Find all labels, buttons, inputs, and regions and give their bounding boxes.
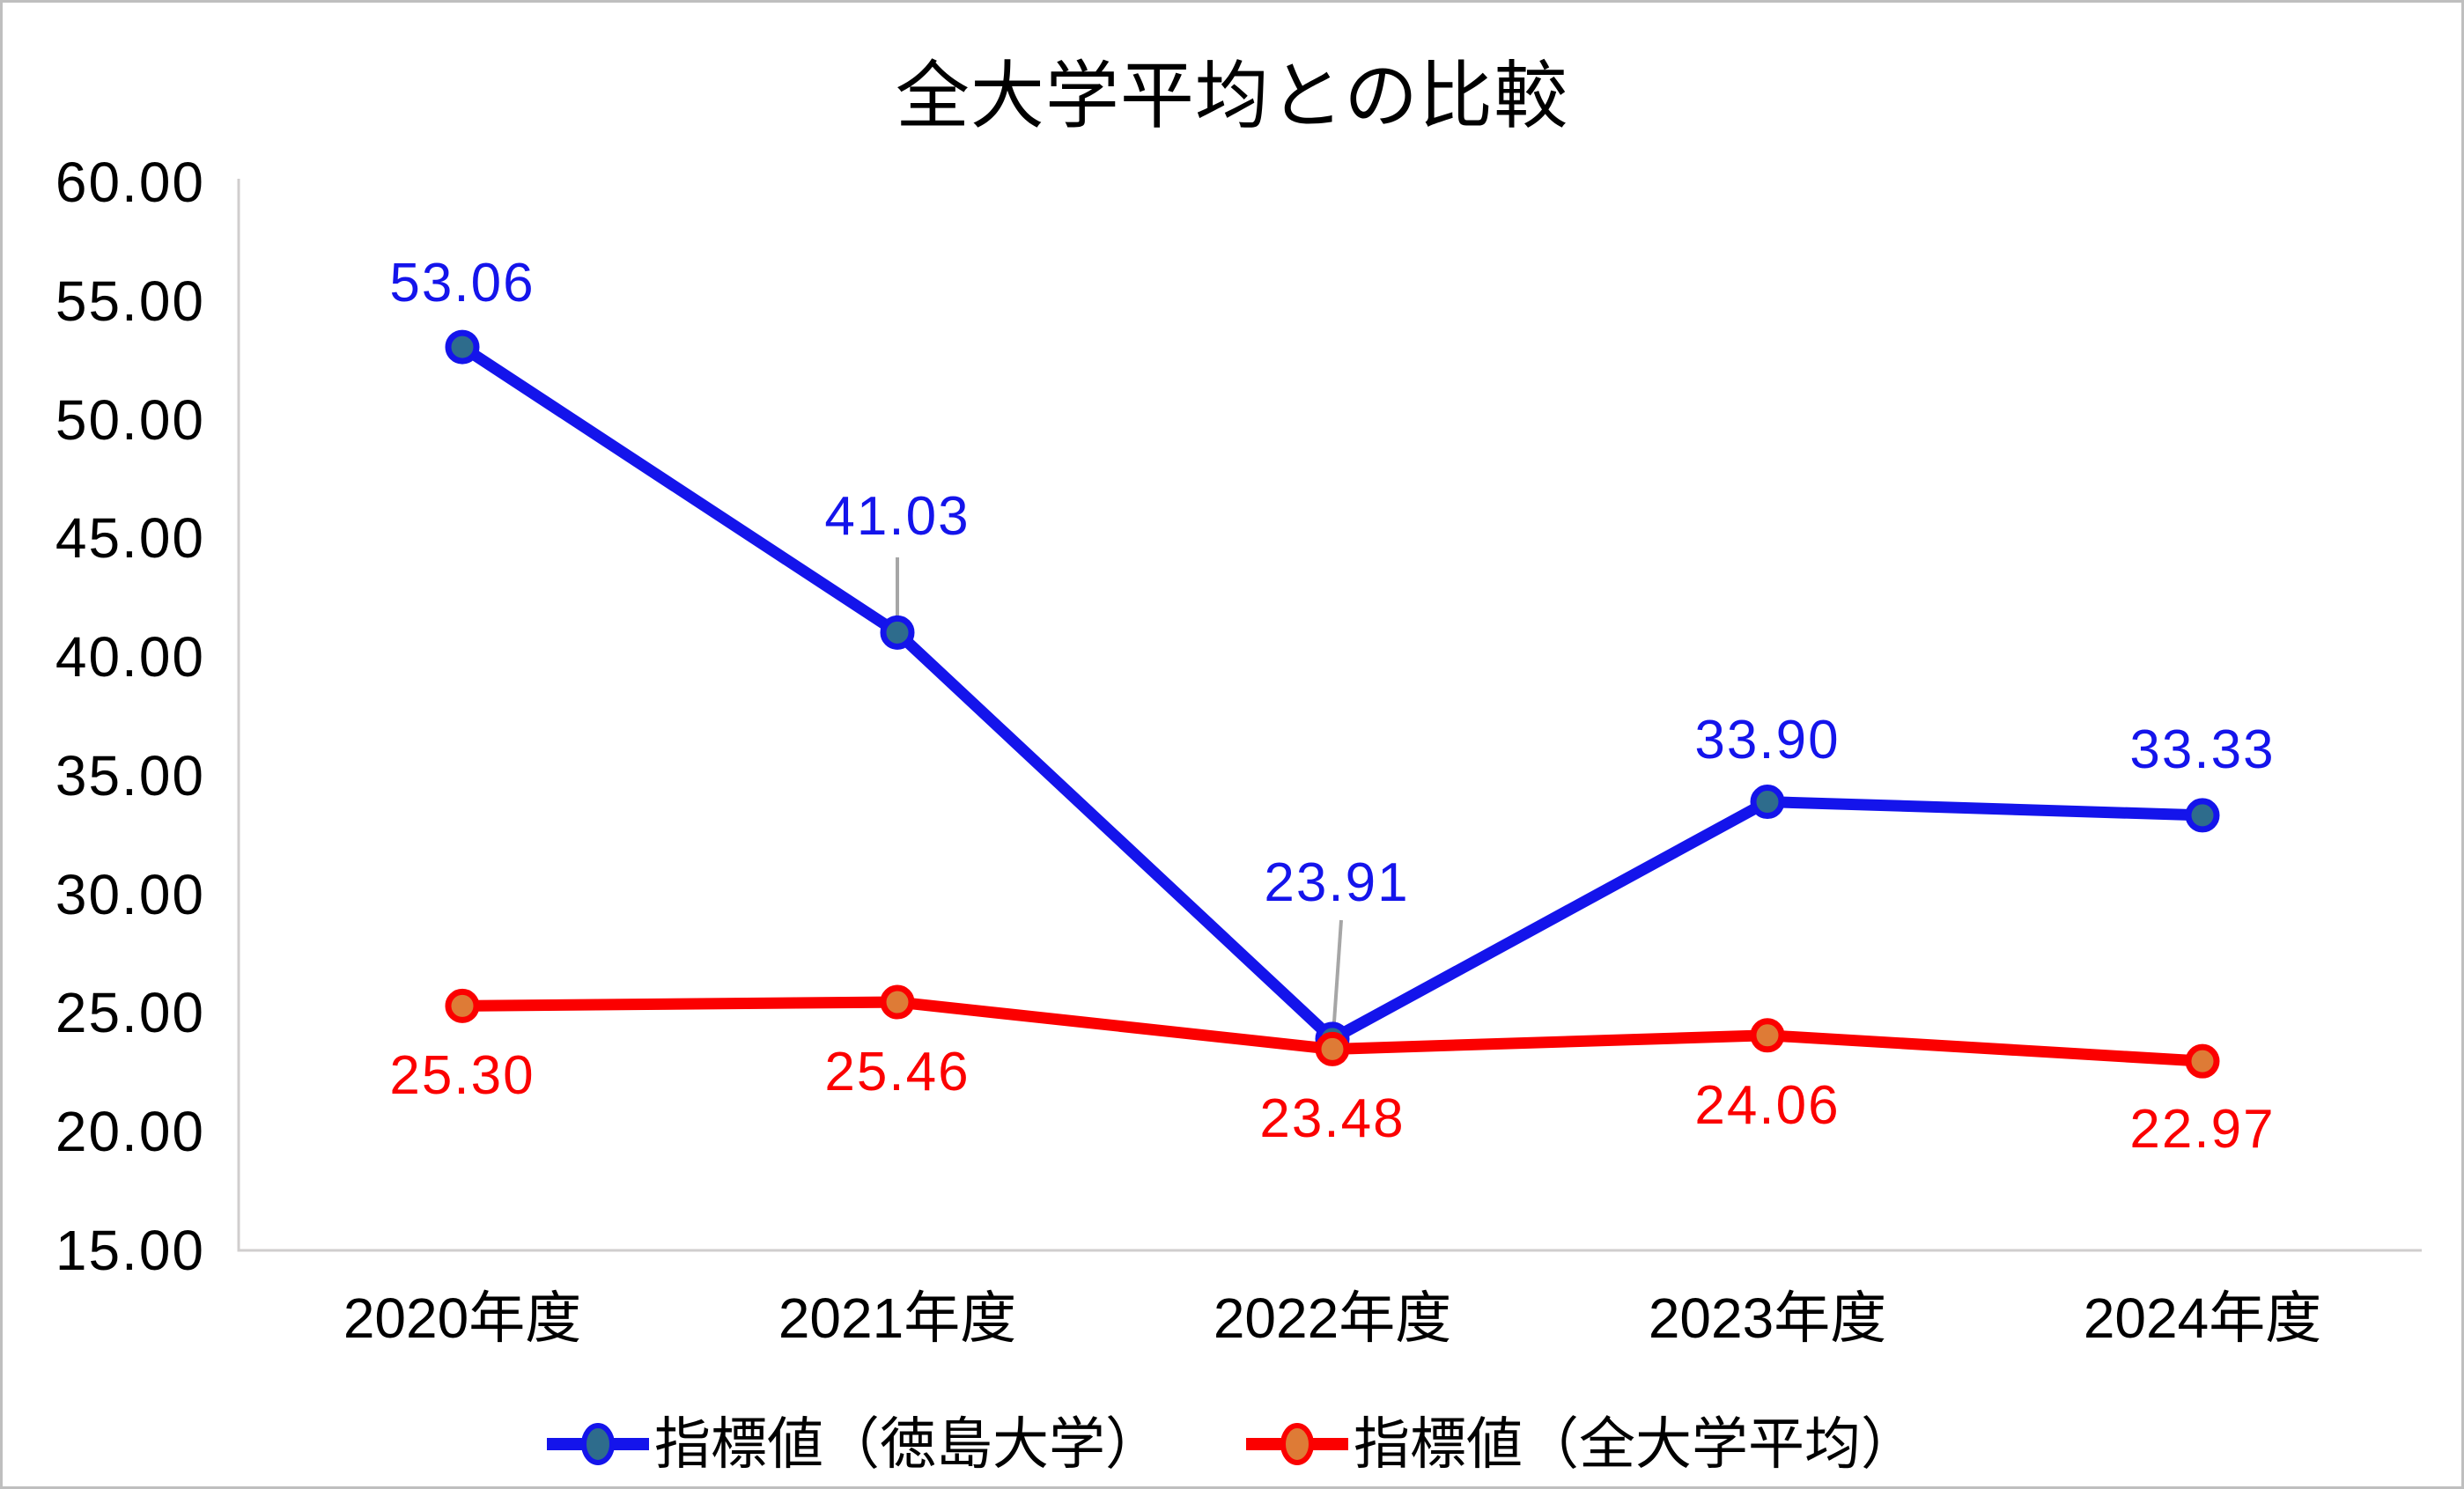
y-tick-label: 25.00: [55, 981, 205, 1045]
x-category-label: 2021年度: [778, 1286, 1017, 1350]
data-label-average-0: 25.30: [389, 1045, 535, 1107]
y-tick-label: 20.00: [55, 1100, 205, 1164]
chart-title: 全大学平均との比較: [895, 55, 1569, 137]
data-point-tokushima-0: [445, 329, 480, 365]
legend-label: 指標値（徳島大学）: [654, 1412, 1162, 1476]
plot-region: [237, 179, 2422, 1252]
data-label-average-2: 23.48: [1259, 1088, 1405, 1150]
data-point-tokushima-4: [2185, 798, 2220, 833]
data-label-average-1: 25.46: [824, 1042, 970, 1103]
legend-label: 指標値（全大学平均）: [1354, 1412, 1917, 1476]
y-tick-label: 35.00: [55, 743, 205, 807]
data-point-average-2: [1315, 1031, 1350, 1066]
data-label-tokushima-3: 33.90: [1694, 709, 1841, 770]
legend: 指標値（徳島大学） 指標値（全大学平均）: [3, 1410, 2461, 1478]
data-point-tokushima-1: [880, 615, 915, 650]
data-point-tokushima-3: [1750, 785, 1785, 820]
legend-item-average: 指標値（全大学平均）: [1246, 1413, 1917, 1475]
series-line-tokushima: [456, 341, 2209, 1045]
y-tick-label: 30.00: [55, 862, 205, 926]
data-label-tokushima-2: 23.91: [1264, 851, 1410, 913]
y-tick-label: 15.00: [55, 1219, 205, 1282]
data-label-average-4: 22.97: [2129, 1099, 2276, 1161]
x-category-label: 2020年度: [343, 1286, 582, 1350]
x-category-label: 2023年度: [1648, 1286, 1887, 1350]
data-point-average-3: [1750, 1018, 1785, 1053]
y-tick-label: 40.00: [55, 625, 205, 689]
data-label-tokushima-1: 41.03: [824, 486, 970, 548]
x-category-label: 2024年度: [2083, 1286, 2322, 1350]
data-point-average-1: [880, 984, 915, 1020]
axis-lines: [237, 179, 2422, 1252]
y-tick-label: 55.00: [55, 269, 205, 333]
y-tick-label: 60.00: [55, 151, 205, 214]
data-label-tokushima-0: 53.06: [389, 253, 535, 314]
x-category-label: 2022年度: [1213, 1286, 1452, 1350]
y-tick-label: 50.00: [55, 387, 205, 452]
data-point-average-4: [2185, 1043, 2220, 1079]
data-label-average-3: 24.06: [1694, 1074, 1841, 1136]
data-label-tokushima-4: 33.33: [2129, 719, 2276, 780]
data-label-leader-line: [1332, 919, 1343, 1036]
legend-marker-icon: [547, 1423, 649, 1465]
data-point-average-0: [445, 988, 480, 1023]
y-tick-label: 45.00: [55, 506, 205, 571]
legend-marker-icon: [1246, 1423, 1348, 1465]
legend-item-tokushima: 指標値（徳島大学）: [547, 1413, 1162, 1475]
